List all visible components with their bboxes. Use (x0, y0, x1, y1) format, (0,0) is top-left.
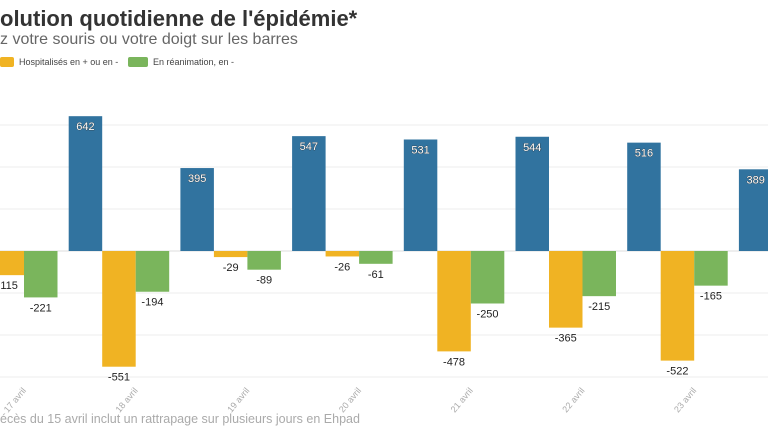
bar-hospitalises[interactable] (102, 251, 136, 367)
bar-blue[interactable] (292, 136, 326, 251)
bar-hospitalises[interactable] (549, 251, 583, 328)
bar-hospitalises[interactable] (213, 251, 248, 258)
data-label: 547 (300, 141, 318, 153)
data-label: 642 (76, 121, 94, 133)
data-label: -89 (256, 275, 272, 287)
data-label: 531 (411, 144, 429, 156)
data-label: -478 (443, 356, 465, 368)
data-label: -115 (0, 280, 18, 292)
bar-blue[interactable] (68, 116, 103, 252)
data-label: 544 (523, 142, 541, 154)
data-label: 395 (188, 173, 206, 185)
chart-title: olution quotidienne de l'épidémie* (0, 6, 358, 31)
data-label: -250 (477, 309, 499, 321)
data-label: -194 (141, 297, 163, 309)
bar-hospitalises[interactable] (660, 251, 695, 361)
bar-blue[interactable] (180, 168, 214, 251)
data-label: 516 (635, 148, 653, 160)
chart-subtitle: z votre souris ou votre doigt sur les ba… (0, 31, 298, 48)
legend-label-hospitalises[interactable]: Hospitalisés en + ou en - (19, 57, 119, 67)
data-label: -26 (334, 261, 350, 273)
bar-blue[interactable] (738, 169, 768, 251)
x-tick-label: 23 avril (672, 386, 698, 415)
bar-hospitalises[interactable] (325, 251, 360, 257)
bar-reanimation[interactable] (582, 251, 617, 297)
data-label: 389 (746, 174, 764, 186)
legend-swatch-reanimation (128, 57, 148, 67)
x-tick-label: 21 avril (449, 386, 475, 415)
x-tick-label: 17 avril (2, 386, 28, 415)
data-label: -29 (223, 262, 239, 274)
bar-hospitalises[interactable] (0, 251, 24, 276)
data-label: -165 (700, 291, 722, 303)
x-tick-label: 20 avril (337, 386, 363, 415)
data-label: -215 (588, 301, 610, 313)
data-label: -221 (30, 302, 52, 314)
legend-swatch-hospitalises (0, 57, 14, 67)
footnote: écès du 15 avril inclut un rattrapage su… (0, 412, 360, 426)
bar-reanimation[interactable] (359, 251, 393, 264)
bar-reanimation[interactable] (247, 251, 281, 270)
x-tick-label: 19 avril (225, 386, 251, 415)
bar-blue[interactable] (403, 139, 438, 251)
x-tick-label: 22 avril (560, 386, 586, 415)
bar-blue[interactable] (627, 142, 661, 251)
x-tick-label: 18 avril (113, 386, 139, 415)
data-label: -522 (666, 366, 688, 378)
legend-label-reanimation[interactable]: En réanimation, en - (153, 57, 235, 67)
legend: Hospitalisés en + ou en - En réanimation… (0, 56, 400, 70)
bar-hospitalises[interactable] (437, 251, 471, 352)
data-label: -551 (108, 372, 130, 384)
bar-reanimation[interactable] (694, 251, 728, 286)
bar-blue[interactable] (515, 136, 550, 251)
data-label: -365 (555, 333, 577, 345)
bar-reanimation[interactable] (470, 251, 505, 304)
bar-reanimation[interactable] (135, 251, 170, 292)
bar-reanimation[interactable] (24, 251, 58, 298)
data-label: -61 (368, 269, 384, 281)
